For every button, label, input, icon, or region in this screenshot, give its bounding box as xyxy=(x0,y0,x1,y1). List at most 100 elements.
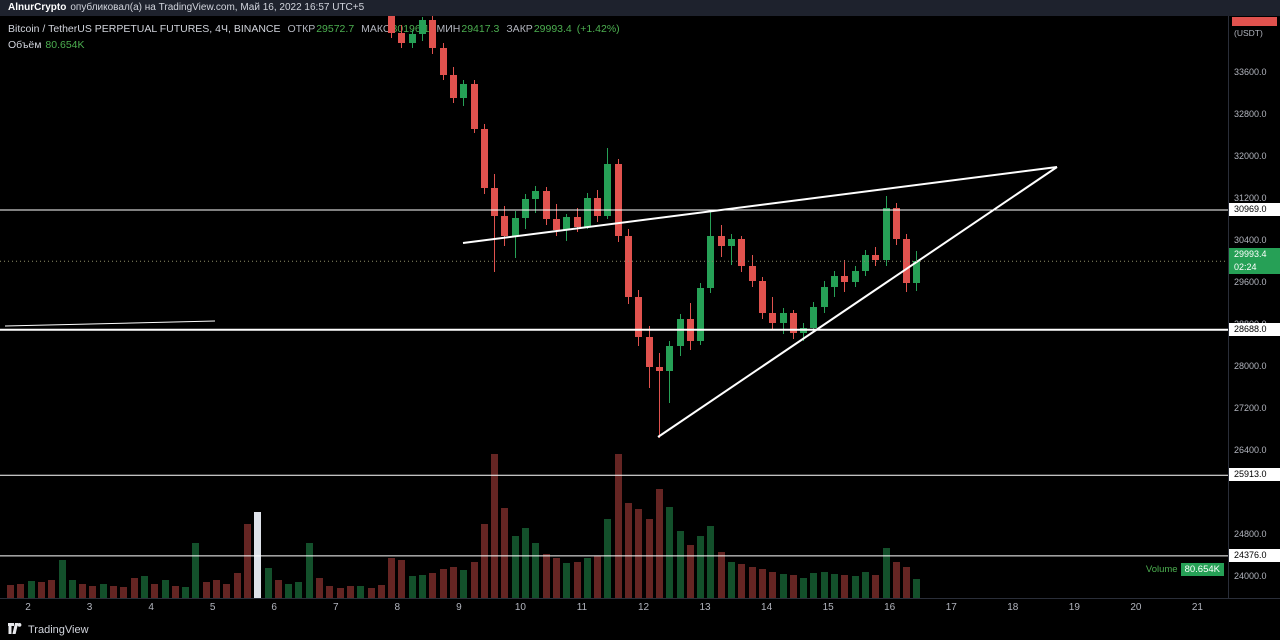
candle-body xyxy=(573,216,581,227)
volume-bar xyxy=(573,562,581,598)
candle-body xyxy=(635,296,643,337)
candle-body xyxy=(758,280,766,313)
author-name: AlnurCrypto xyxy=(8,2,67,13)
candle-body xyxy=(779,312,787,324)
candle-body xyxy=(388,16,396,33)
candle-body xyxy=(511,217,519,236)
close-label: ЗАКР xyxy=(506,23,533,35)
candle-body xyxy=(408,33,416,44)
low-label: МИН xyxy=(436,23,461,35)
volume-bar xyxy=(903,566,911,598)
volume-bar xyxy=(419,575,426,598)
symbol-title[interactable]: Bitcoin / TetherUS PERPETUAL FUTURES, 4Ч… xyxy=(8,23,281,35)
volume-bar xyxy=(192,542,200,598)
publish-bar: AlnurCrypto опубликовал(а) на TradingView… xyxy=(0,0,1280,16)
open-value: 29572.7 xyxy=(316,23,355,35)
volume-bar xyxy=(841,575,849,598)
candle-body xyxy=(552,219,560,231)
volume-bar xyxy=(367,587,375,598)
time-axis-tick: 21 xyxy=(1191,602,1203,613)
candle-body xyxy=(625,235,632,297)
candle-body xyxy=(583,197,591,227)
price-axis-tick: 32000.0 xyxy=(1234,150,1267,161)
candle-body xyxy=(686,319,694,341)
candle-body xyxy=(398,32,406,44)
volume-bar xyxy=(68,580,76,598)
candle-body xyxy=(903,239,911,284)
volume-bar xyxy=(110,585,117,598)
volume-bar xyxy=(532,542,540,598)
volume-bar xyxy=(254,511,262,598)
time-axis-tick: 18 xyxy=(1007,602,1019,613)
candle-body xyxy=(800,328,808,334)
volume-bar xyxy=(563,563,571,598)
cropped-price-badge xyxy=(1232,17,1277,26)
current-price-value: 29993.4 xyxy=(1234,249,1267,260)
legend-ohlc-row: Bitcoin / TetherUS PERPETUAL FUTURES, 4Ч… xyxy=(8,23,620,35)
volume-bar xyxy=(470,562,478,598)
volume-bar xyxy=(645,518,653,598)
time-axis-tick: 2 xyxy=(25,602,31,613)
candle-body xyxy=(810,307,818,328)
publish-text: опубликовал(а) на TradingView.com, Май 1… xyxy=(70,2,365,13)
volume-bar xyxy=(779,574,787,598)
time-axis-tick: 12 xyxy=(637,602,650,613)
time-axis-tick: 9 xyxy=(456,602,462,613)
candle-body xyxy=(831,275,838,287)
volume-bar xyxy=(758,569,766,598)
tradingview-logo[interactable]: TradingView xyxy=(8,621,89,639)
candle-body xyxy=(738,238,746,267)
candle-body xyxy=(501,216,509,236)
price-axis-tick: 31200.0 xyxy=(1234,192,1267,203)
price-axis[interactable]: (USDT) 33600.0 32800.0 32000.0 31200.0 30400… xyxy=(1228,16,1280,598)
volume-bar xyxy=(182,587,190,598)
level-price-badge: 30969.0 xyxy=(1229,203,1280,217)
volume-bar xyxy=(861,571,869,598)
symbol-legend[interactable]: Bitcoin / TetherUS PERPETUAL FUTURES, 4Ч… xyxy=(8,23,620,55)
price-axis-tick: 24800.0 xyxy=(1234,528,1267,539)
volume-bar xyxy=(305,542,313,598)
time-axis-tick: 3 xyxy=(86,602,93,613)
high-label: МАКС xyxy=(361,23,391,35)
volume-bar xyxy=(666,506,674,598)
price-axis-tick: 32800.0 xyxy=(1234,108,1267,119)
candle-body xyxy=(789,312,797,334)
volume-bar xyxy=(316,577,323,598)
price-axis-tick: 28000.0 xyxy=(1234,360,1267,371)
time-axis-tick: 17 xyxy=(945,602,957,613)
candle-wick xyxy=(658,352,660,438)
candle-body xyxy=(645,336,653,367)
candle-body xyxy=(676,319,684,346)
candle-body xyxy=(882,207,890,261)
candle-body xyxy=(769,312,777,324)
candle-body xyxy=(460,83,468,99)
volume-bar xyxy=(326,586,334,598)
volume-bar xyxy=(480,523,488,598)
price-axis-tick: 26400.0 xyxy=(1234,444,1267,455)
time-axis[interactable]: 2 3 4 5 6 7 8 9 10 11 12 13 14 15 16 17 18 19 20 21 xyxy=(0,598,1280,615)
candle-body xyxy=(449,74,457,99)
level-price-badge: 25913.0 xyxy=(1229,468,1280,482)
candle-body xyxy=(594,197,602,217)
candle-body xyxy=(480,128,488,189)
candle-body xyxy=(614,163,622,236)
time-axis-tick: 16 xyxy=(884,602,896,613)
candle-body xyxy=(429,19,437,49)
candle-body xyxy=(728,238,735,247)
volume-bar xyxy=(800,577,808,598)
volume-bar xyxy=(223,583,231,598)
chart-plot-area[interactable] xyxy=(0,16,1228,598)
time-axis-tick: 10 xyxy=(514,602,526,613)
volume-label[interactable]: Объём xyxy=(8,39,42,51)
volume-bar xyxy=(820,571,828,598)
price-axis-tick: 24000.0 xyxy=(1234,570,1267,581)
volume-bar xyxy=(285,584,293,598)
candle-body xyxy=(522,198,529,218)
candle-body xyxy=(707,235,715,289)
price-axis-tick: 33600.0 xyxy=(1234,66,1267,77)
volume-bar xyxy=(614,454,622,598)
time-axis-tick: 8 xyxy=(394,602,401,613)
volume-bar xyxy=(449,566,457,598)
candle-body xyxy=(717,235,725,247)
volume-bar xyxy=(213,580,220,598)
